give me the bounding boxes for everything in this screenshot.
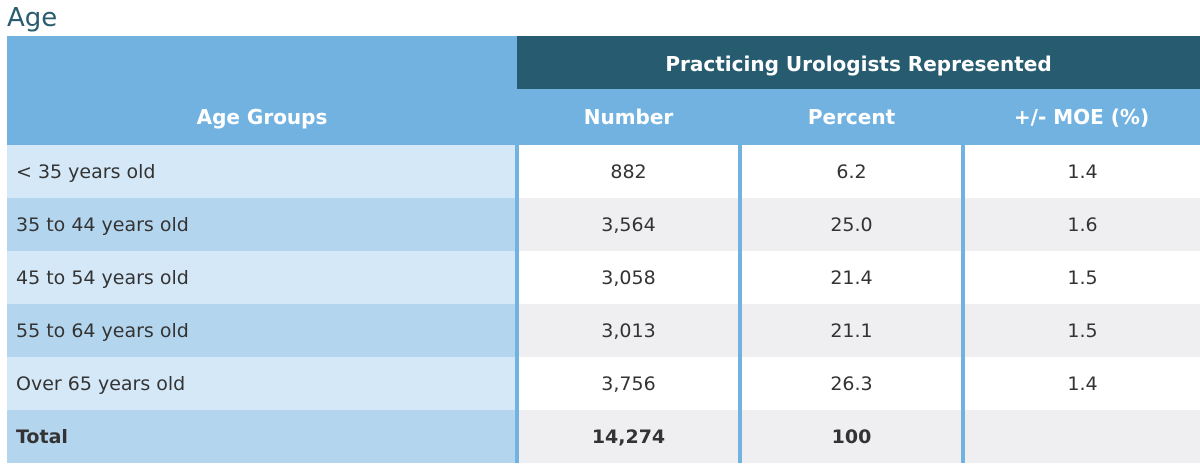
page-title: Age [7,3,58,33]
total-row: Total 14,274 100 [7,410,1200,463]
column-header-number: Number [517,89,740,145]
row-label: Over 65 years old [7,357,519,410]
age-table: Practicing Urologists Represented Age Gr… [7,36,1200,463]
total-number: 14,274 [517,410,742,463]
row-moe: 1.6 [963,198,1200,251]
row-moe: 1.5 [963,251,1200,304]
group-header-row: Practicing Urologists Represented [7,36,1200,89]
row-percent: 25.0 [740,198,965,251]
row-moe: 1.4 [963,145,1200,198]
table-row: Over 65 years old 3,756 26.3 1.4 [7,357,1200,410]
row-moe: 1.5 [963,304,1200,357]
group-header-label: Practicing Urologists Represented [517,36,1200,89]
table-row: 55 to 64 years old 3,013 21.1 1.5 [7,304,1200,357]
row-number: 3,058 [517,251,742,304]
total-label: Total [7,410,519,463]
total-moe [963,410,1200,463]
row-percent: 21.4 [740,251,965,304]
row-percent: 26.3 [740,357,965,410]
row-label: 55 to 64 years old [7,304,519,357]
row-percent: 21.1 [740,304,965,357]
row-moe: 1.4 [963,357,1200,410]
row-label: 45 to 54 years old [7,251,519,304]
row-number: 3,013 [517,304,742,357]
row-number: 882 [517,145,742,198]
table-row: 35 to 44 years old 3,564 25.0 1.6 [7,198,1200,251]
table-row: < 35 years old 882 6.2 1.4 [7,145,1200,198]
total-percent: 100 [740,410,965,463]
column-header-row: Age Groups Number Percent +/- MOE (%) [7,89,1200,145]
row-number: 3,564 [517,198,742,251]
row-label: < 35 years old [7,145,519,198]
column-header-age-groups: Age Groups [7,89,517,145]
row-label: 35 to 44 years old [7,198,519,251]
group-header-cell: Practicing Urologists Represented [517,36,1200,89]
column-header-moe: +/- MOE (%) [963,89,1200,145]
header-blank-cell [7,36,517,89]
row-number: 3,756 [517,357,742,410]
row-percent: 6.2 [740,145,965,198]
column-header-percent: Percent [740,89,963,145]
table-row: 45 to 54 years old 3,058 21.4 1.5 [7,251,1200,304]
